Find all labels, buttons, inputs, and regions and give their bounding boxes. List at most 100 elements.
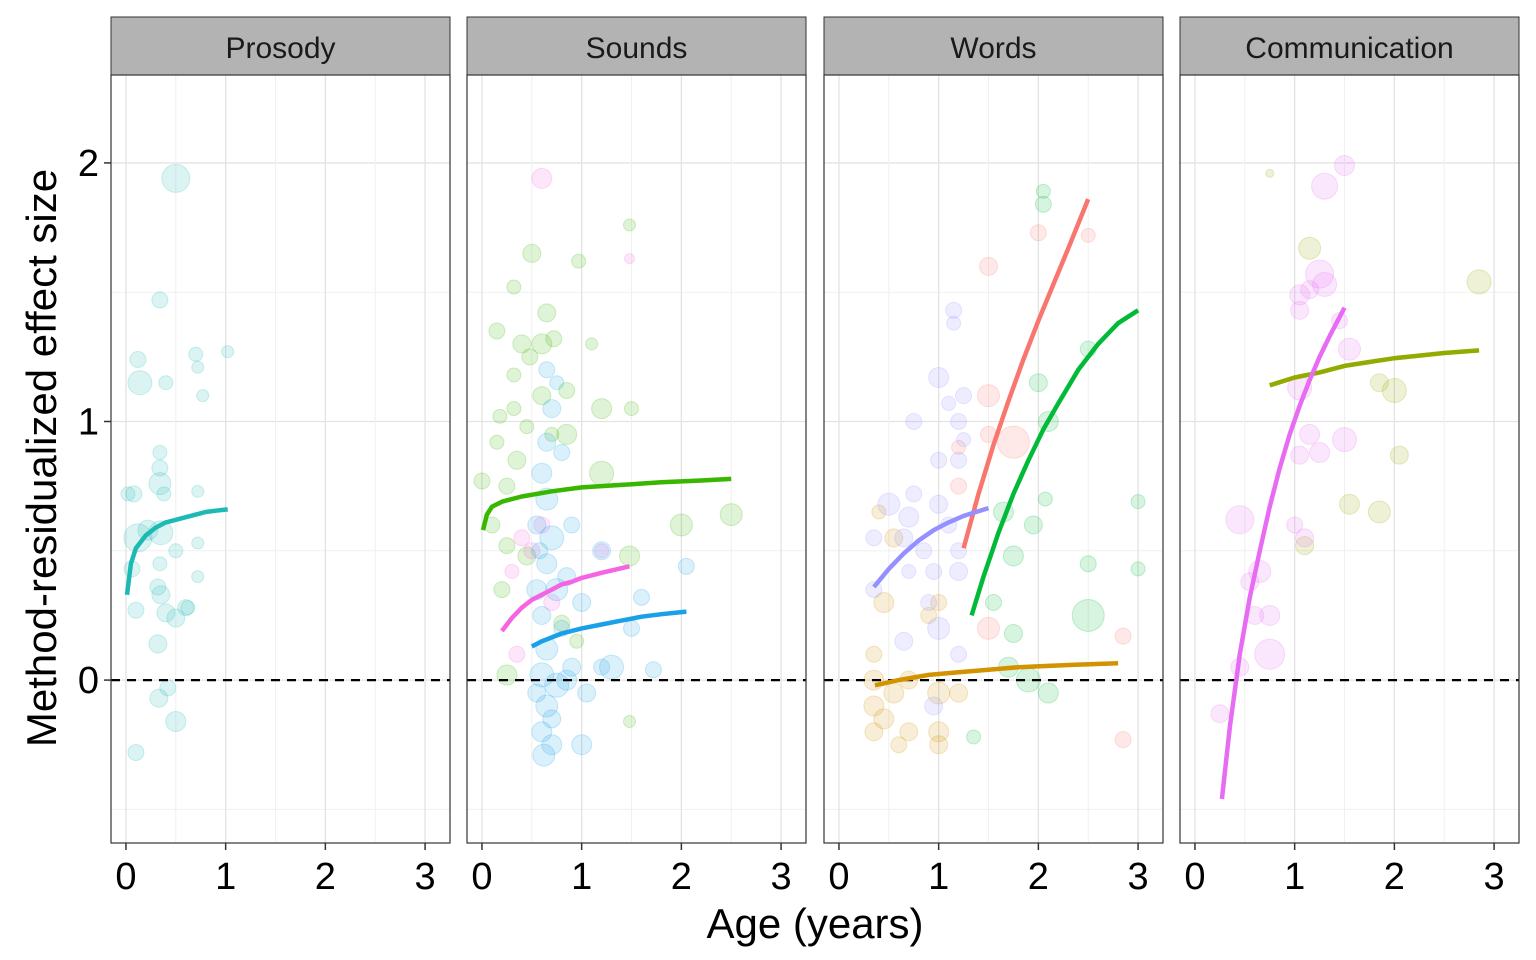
data-point xyxy=(148,634,168,654)
panel-background xyxy=(111,75,450,843)
data-point xyxy=(901,563,917,579)
data-point xyxy=(592,541,612,561)
data-point xyxy=(1290,445,1310,465)
data-point xyxy=(873,708,895,730)
fit-line xyxy=(480,476,732,531)
panel-grid xyxy=(1180,75,1519,843)
fit-line xyxy=(872,505,990,589)
panel-background xyxy=(1180,75,1519,843)
x-tick-label: 1 xyxy=(571,856,592,898)
data-point xyxy=(915,542,933,560)
data-point xyxy=(535,694,559,718)
data-point xyxy=(180,600,196,616)
data-point xyxy=(865,645,883,663)
data-point xyxy=(221,345,235,359)
data-point xyxy=(1210,704,1230,724)
panel-background xyxy=(467,75,806,843)
facet-strip xyxy=(110,16,451,76)
fit-line xyxy=(969,308,1140,617)
fit-line xyxy=(874,661,1119,688)
data-point xyxy=(623,714,637,728)
fit-line xyxy=(1219,306,1347,800)
data-point xyxy=(1466,269,1492,295)
data-point xyxy=(538,361,556,379)
data-point xyxy=(619,545,641,567)
data-point xyxy=(924,696,944,716)
data-point xyxy=(506,401,522,417)
data-point xyxy=(544,426,560,442)
data-point xyxy=(929,494,949,514)
data-point xyxy=(1259,604,1281,626)
fit-line xyxy=(530,609,687,649)
data-point xyxy=(905,485,923,503)
data-point xyxy=(161,163,191,193)
data-point xyxy=(527,683,547,703)
data-point xyxy=(977,384,1001,408)
facet-strip-label: Communication xyxy=(1245,32,1453,65)
data-point xyxy=(1028,373,1048,393)
data-point xyxy=(532,605,552,625)
data-point xyxy=(1002,545,1024,567)
data-point xyxy=(899,722,919,742)
data-point xyxy=(496,664,518,686)
x-tick-label: 1 xyxy=(928,856,949,898)
data-point xyxy=(898,506,920,528)
panel-border xyxy=(466,74,807,844)
data-point xyxy=(127,601,145,619)
data-point xyxy=(517,546,537,566)
y-tick-label: 0 xyxy=(78,660,99,702)
data-point xyxy=(531,167,553,189)
data-point xyxy=(542,709,562,729)
data-point xyxy=(543,594,561,612)
data-point xyxy=(507,450,527,470)
data-point xyxy=(1295,528,1315,548)
data-point xyxy=(571,253,587,269)
data-point xyxy=(945,301,963,319)
data-point xyxy=(129,350,147,368)
data-point xyxy=(191,484,205,498)
data-point xyxy=(531,333,553,355)
data-point xyxy=(928,721,950,743)
x-tick-label: 0 xyxy=(471,856,492,898)
x-tick-label: 3 xyxy=(1128,856,1149,898)
data-point xyxy=(624,253,636,265)
data-point xyxy=(979,256,999,276)
fit-lines-layer xyxy=(872,198,1140,688)
data-point xyxy=(545,330,563,348)
data-point xyxy=(531,462,553,484)
data-point xyxy=(951,439,967,455)
data-point xyxy=(1295,536,1315,556)
fit-line xyxy=(961,198,1091,549)
data-point xyxy=(599,654,625,680)
data-point xyxy=(527,515,547,535)
data-point xyxy=(137,519,159,541)
data-point xyxy=(977,616,1001,640)
x-tick-label: 0 xyxy=(115,856,136,898)
panel-border xyxy=(1179,74,1520,844)
data-point xyxy=(151,291,169,309)
y-axis-title: Method-residualized effect size xyxy=(18,169,65,747)
data-point xyxy=(996,425,1030,459)
facet-strip-label: Prosody xyxy=(225,32,335,65)
fit-lines-layer xyxy=(1219,306,1480,800)
data-point xyxy=(949,683,969,703)
data-point xyxy=(489,434,505,450)
data-point xyxy=(873,592,895,614)
data-point xyxy=(521,348,539,366)
fit-lines-layer xyxy=(124,507,228,596)
data-point xyxy=(1369,373,1389,393)
data-point xyxy=(1300,280,1320,300)
data-point xyxy=(498,537,516,555)
data-point xyxy=(127,743,145,761)
data-point xyxy=(920,594,938,612)
data-point xyxy=(1029,224,1047,242)
data-point xyxy=(1312,271,1338,297)
x-tick-label: 0 xyxy=(828,856,849,898)
data-point xyxy=(188,346,204,362)
data-point xyxy=(1309,442,1331,464)
data-point xyxy=(1334,155,1356,177)
data-point xyxy=(1071,598,1105,632)
data-point xyxy=(508,645,526,663)
data-point xyxy=(1265,168,1275,178)
data-point xyxy=(158,375,174,391)
